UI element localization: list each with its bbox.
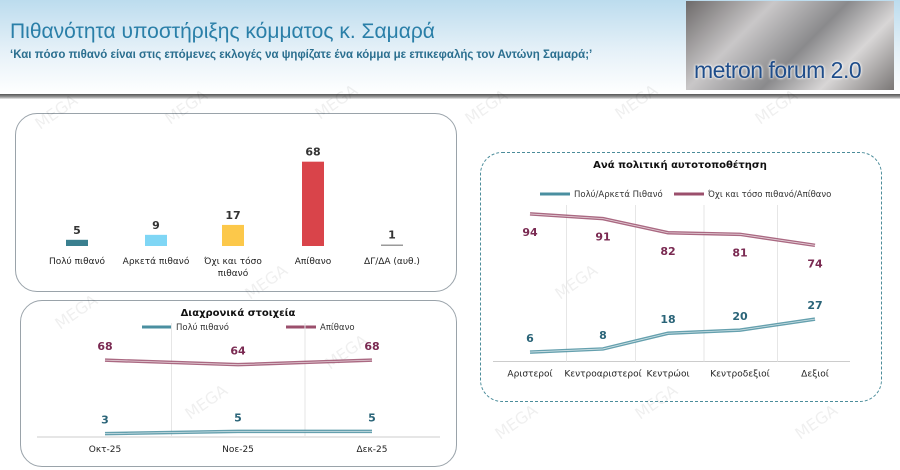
bar-value-label: 5 — [73, 224, 81, 237]
data-label: 68 — [364, 340, 379, 353]
category-label: Κεντροδεξιοί — [710, 370, 769, 380]
mega-watermark: MEGA — [311, 81, 361, 124]
category-label: πιθανό — [218, 268, 249, 279]
category-label: Νοε-25 — [222, 445, 254, 455]
category-label: Κεντρώοι — [646, 369, 689, 380]
bar-1 — [145, 234, 167, 246]
category-label: Οκτ-25 — [89, 445, 122, 455]
data-label: 74 — [807, 257, 823, 270]
bar-2 — [222, 224, 244, 246]
series-line-highlight — [104, 430, 372, 435]
data-label: 82 — [660, 245, 675, 258]
data-label: 27 — [807, 299, 822, 312]
chart-title: Ανά πολιτική αυτοτοποθέτηση — [593, 159, 767, 171]
data-label: 6 — [526, 332, 534, 345]
mega-watermark: MEGA — [631, 381, 681, 424]
mega-watermark: MEGA — [181, 381, 231, 424]
page-title: Πιθανότητα υποστήριξης κόμματος κ. Σαμαρ… — [10, 20, 435, 43]
overall-bar-chart-panel — [15, 113, 457, 292]
header-divider — [0, 94, 900, 99]
mega-watermark: MEGA — [611, 81, 661, 124]
chart-title: Διαχρονικά στοιχεία — [181, 307, 296, 319]
category-label: Αριστεροί — [507, 370, 552, 380]
bar-0 — [66, 239, 88, 246]
bar-3 — [302, 161, 324, 246]
question-subtitle: ‘Και πόσο πιθανό είναι στις επόμενες εκλ… — [10, 49, 593, 61]
mega-watermark: MEGA — [791, 401, 841, 444]
data-label: 8 — [599, 329, 607, 342]
category-label: Δεξιοί — [801, 370, 829, 380]
bar-4 — [381, 244, 403, 246]
legend-label: Πολύ/Αρκετά Πιθανό — [574, 189, 663, 200]
mega-watermark: MEGA — [551, 261, 601, 304]
legend-label: Πολύ πιθανό — [176, 322, 229, 333]
metron-forum-logo: metron forum 2.0 — [686, 1, 894, 90]
data-label: 94 — [522, 226, 538, 239]
data-label: 64 — [230, 345, 246, 358]
logo-text: metron forum 2.0 — [694, 57, 862, 83]
data-label: 68 — [97, 340, 112, 353]
category-label: Κεντροαριστεροί — [564, 370, 641, 380]
mega-watermark: MEGA — [161, 86, 211, 129]
category-label: Απίθανο — [295, 257, 332, 267]
data-label: 18 — [660, 313, 675, 326]
series-line-highlight — [104, 359, 373, 366]
trend-chart-panel — [20, 300, 457, 467]
series-line — [529, 212, 816, 248]
data-label: 5 — [368, 411, 376, 424]
data-label: 3 — [101, 414, 109, 427]
category-label: Δεκ-25 — [356, 445, 387, 455]
mega-watermark: MEGA — [751, 86, 801, 129]
series-line-highlight — [529, 213, 816, 246]
series-line-highlight — [529, 318, 816, 353]
mega-watermark: MEGA — [31, 91, 81, 134]
data-label: 5 — [234, 411, 242, 424]
mega-watermark: MEGA — [51, 291, 101, 334]
ideology-chart-panel — [480, 152, 882, 402]
legend-label: Απίθανο — [320, 323, 355, 333]
bar-value-label: 68 — [305, 146, 320, 159]
bar-value-label: 9 — [152, 219, 160, 232]
data-label: 20 — [732, 310, 748, 323]
category-label: Όχι και τόσο — [203, 256, 262, 267]
category-label: ΔΓ/ΔΑ (αυθ.) — [364, 257, 420, 267]
mega-watermark: MEGA — [491, 401, 541, 444]
data-label: 81 — [732, 246, 747, 259]
category-label: Πολύ πιθανό — [49, 256, 106, 267]
bar-value-label: 17 — [225, 209, 240, 222]
legend-label: Όχι και τόσο πιθανό/Απίθανο — [707, 189, 831, 200]
category-label: Αρκετά πιθανό — [123, 256, 190, 267]
mega-watermark: MEGA — [461, 86, 511, 129]
bar-value-label: 1 — [388, 229, 396, 242]
data-label: 91 — [595, 231, 610, 244]
